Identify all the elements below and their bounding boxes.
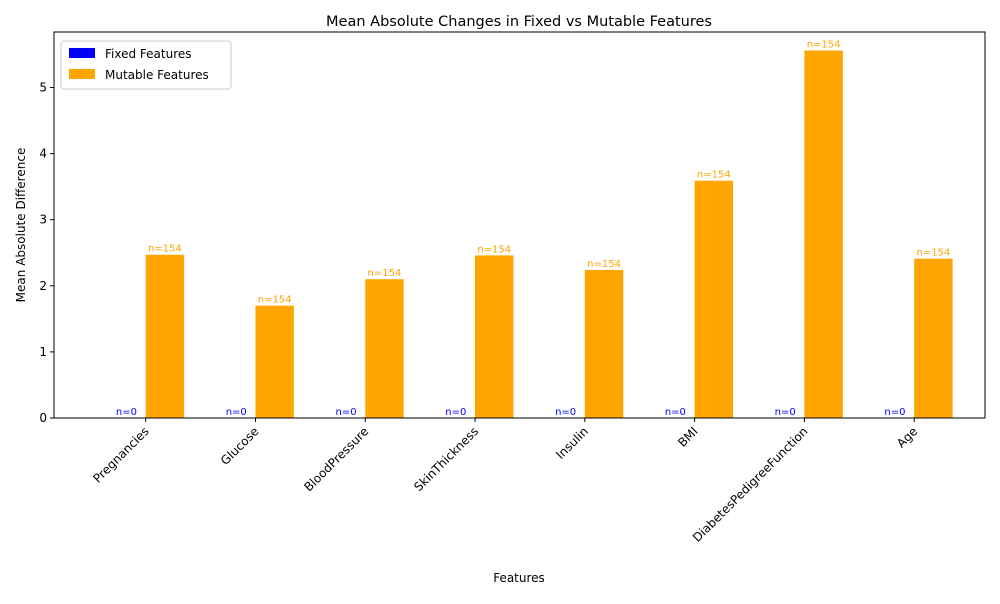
x-tick-label-BMI: BMI — [675, 424, 701, 450]
legend-swatch-fixed — [69, 48, 95, 58]
y-tick-label: 5 — [39, 81, 47, 95]
bar-label-fixed-BMI: n=0 — [665, 407, 686, 418]
bar-mutable-Glucose — [255, 305, 294, 418]
x-tick-label-SkinThickness: SkinThickness — [411, 424, 481, 494]
bar-mutable-BMI — [694, 180, 734, 418]
bar-mutable-Age — [914, 258, 953, 418]
y-tick-label: 3 — [39, 213, 47, 227]
bar-label-mutable-Age: n=154 — [916, 248, 950, 259]
bar-mutable-BloodPressure — [365, 279, 404, 418]
y-tick-label: 1 — [39, 345, 47, 359]
legend-label-mutable: Mutable Features — [105, 68, 209, 82]
bar-label-mutable-Insulin: n=154 — [587, 259, 621, 270]
bar-label-mutable-Pregnancies: n=154 — [148, 244, 182, 255]
x-tick-label-Pregnancies: Pregnancies — [90, 424, 151, 485]
bar-label-mutable-BloodPressure: n=154 — [368, 268, 402, 279]
bar-label-fixed-Insulin: n=0 — [555, 407, 576, 418]
legend-box — [60, 40, 232, 90]
x-tick-label-Insulin: Insulin — [553, 424, 591, 462]
x-tick-label-Glucose: Glucose — [218, 424, 262, 468]
y-tick-label: 0 — [39, 411, 47, 425]
bar-label-fixed-Glucose: n=0 — [226, 407, 247, 418]
legend: Fixed Features Mutable Features — [60, 40, 232, 90]
bar-label-fixed-SkinThickness: n=0 — [445, 407, 466, 418]
plot-area: n=0 n=0 n=0 n=0 n=0 n=0 n=0 n=0 n=154 n=154 n=154 n… — [39, 40, 953, 545]
bar-label-mutable-Glucose: n=154 — [258, 295, 292, 306]
bar-mutable-Pregnancies — [145, 254, 185, 418]
x-tick-label-DiabetesPedigreeFunction: DiabetesPedigreeFunction — [690, 424, 811, 545]
bar-label-mutable-SkinThickness: n=154 — [477, 244, 511, 255]
y-tick-label: 2 — [39, 279, 47, 293]
bar-label-fixed-Pregnancies: n=0 — [116, 407, 137, 418]
bar-label-fixed-DiabetesPedigreeFunction: n=0 — [775, 407, 796, 418]
bar-label-mutable-DiabetesPedigreeFunction: n=154 — [807, 40, 841, 51]
plot-frame — [53, 31, 986, 419]
x-axis-label: Features — [493, 571, 545, 585]
bar-label-fixed-BloodPressure: n=0 — [335, 407, 356, 418]
x-tick-label-Age: Age — [894, 424, 920, 450]
legend-swatch-mutable — [69, 69, 95, 79]
y-axis-label: Mean Absolute Difference — [14, 148, 28, 303]
bar-label-mutable-BMI: n=154 — [697, 170, 731, 181]
bar-mutable-SkinThickness — [475, 255, 514, 418]
bar-mutable-Insulin — [584, 269, 624, 418]
bar-mutable-DiabetesPedigreeFunction — [804, 50, 843, 418]
chart-title: Mean Absolute Changes in Fixed vs Mutabl… — [326, 14, 712, 30]
bar-label-fixed-Age: n=0 — [884, 407, 905, 418]
y-tick-label: 4 — [39, 147, 47, 161]
x-tick-label-BloodPressure: BloodPressure — [301, 424, 371, 494]
legend-label-fixed: Fixed Features — [105, 47, 192, 61]
